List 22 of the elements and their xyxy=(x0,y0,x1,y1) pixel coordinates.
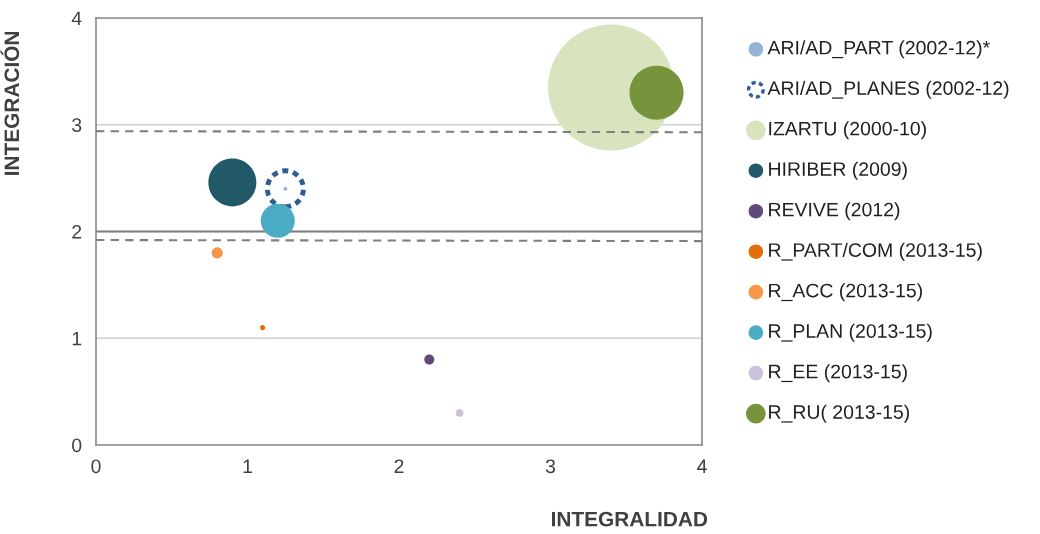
legend-label: ARI/AD_PART (2002-12)* xyxy=(767,40,990,59)
x-tick-label: 3 xyxy=(545,459,556,474)
y-tick-label: 1 xyxy=(72,331,82,346)
y-tick-label: 4 xyxy=(71,11,82,26)
y-tick-label: 0 xyxy=(72,438,82,453)
x-tick-label: 2 xyxy=(394,459,404,473)
legend-label: R_PLAN (2013-15) xyxy=(769,323,932,342)
x-tick-label: 1 xyxy=(243,459,252,473)
legend-label: R_PART/COM (2013-15) xyxy=(769,242,982,261)
x-tick-label: 0 xyxy=(91,459,101,474)
legend-label: ARI/AD_PLANES (2002-12) xyxy=(767,80,1009,99)
x-axis-title: INTEGRALIDAD xyxy=(551,511,708,527)
legend-label: HIRIBER (2009) xyxy=(769,161,907,180)
legend-label: IZARTU (2000-10) xyxy=(769,121,926,140)
legend-label: R_EE (2013-15) xyxy=(769,364,907,383)
x-tick-label: 4 xyxy=(697,459,707,473)
y-tick-label: 3 xyxy=(72,118,82,132)
legend-label: R_RU( 2013-15) xyxy=(769,404,909,423)
legend-label: R_ACC (2013-15) xyxy=(769,283,922,302)
y-axis-title: INTEGRACIÓN xyxy=(0,31,20,175)
legend-label: REVIVE (2012) xyxy=(769,202,900,221)
y-tick-label: 2 xyxy=(72,224,82,239)
